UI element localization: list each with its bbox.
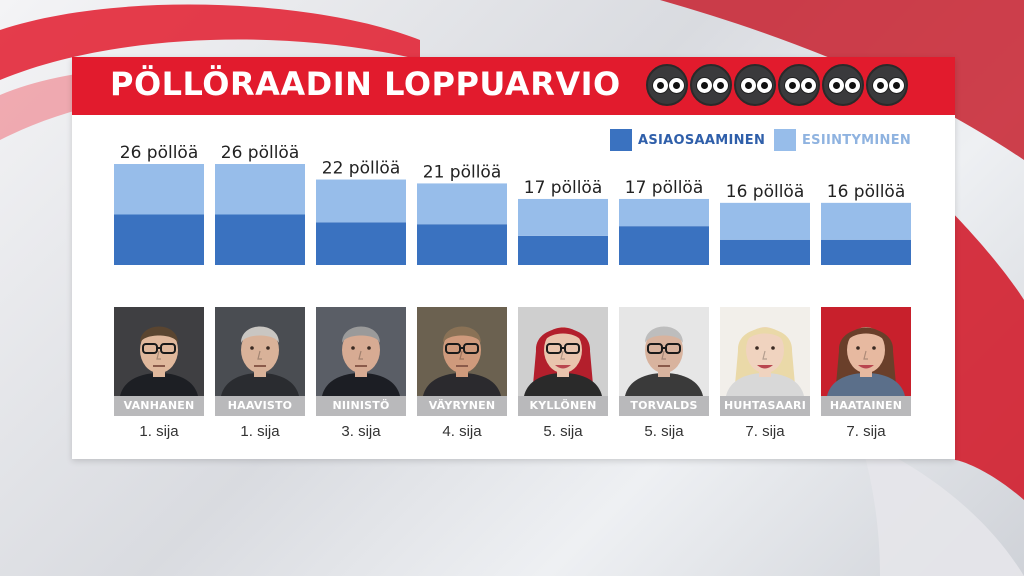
- legend-swatch-esiintyminen: [774, 129, 796, 151]
- candidate-photo: [114, 307, 204, 396]
- bar-asiaosaaminen-3: [316, 222, 406, 265]
- candidate-rank-label: 5. sija: [543, 423, 583, 440]
- bar-asiaosaaminen-2: [215, 214, 305, 265]
- bar-esiintyminen-3: [316, 179, 406, 223]
- bar-esiintyminen-1: [114, 164, 204, 215]
- candidate-photo: [619, 307, 709, 396]
- candidate-name-label: VÄYRYNEN: [417, 396, 507, 416]
- bar-value-label: 16 pöllöä: [726, 182, 805, 202]
- bar-value-label: 16 pöllöä: [827, 182, 906, 202]
- legend-item-asiaosaaminen: ASIAOSAAMINEN: [610, 129, 765, 151]
- candidate-photo: [518, 307, 608, 396]
- bar-value-label: 22 pöllöä: [322, 159, 401, 179]
- bar-value-label: 26 pöllöä: [120, 143, 199, 163]
- candidate-name-label: HUHTASAARI: [720, 396, 810, 416]
- candidate-card: KYLLÖNEN 5. sija: [518, 307, 608, 440]
- candidate-card: HUHTASAARI 7. sija: [720, 307, 810, 440]
- bar-asiaosaaminen-5: [518, 235, 608, 265]
- owl-rating-icons: [646, 64, 908, 106]
- candidate-name-label: NIINISTÖ: [316, 396, 406, 416]
- candidate-card: HAAVISTO 1. sija: [215, 307, 305, 440]
- candidate-photo: [417, 307, 507, 396]
- bar-value-label: 21 pöllöä: [423, 162, 502, 182]
- owl-icon: [646, 64, 688, 106]
- candidate-card: TORVALDS 5. sija: [619, 307, 709, 440]
- candidate-name-label: HAAVISTO: [215, 396, 305, 416]
- candidate-photo: [821, 307, 911, 396]
- bar-esiintyminen-6: [619, 198, 709, 227]
- owl-icon: [822, 64, 864, 106]
- bar-asiaosaaminen-6: [619, 226, 709, 265]
- legend-swatch-asiaosaaminen: [610, 129, 632, 151]
- bar-esiintyminen-2: [215, 164, 305, 215]
- bar-asiaosaaminen-4: [417, 224, 507, 265]
- candidate-name-label: KYLLÖNEN: [518, 396, 608, 416]
- owl-icon: [866, 64, 908, 106]
- candidate-photo: [720, 307, 810, 396]
- owl-icon: [778, 64, 820, 106]
- bar-esiintyminen-5: [518, 198, 608, 236]
- candidate-rank-label: 7. sija: [745, 423, 785, 440]
- legend-label-asiaosaaminen: ASIAOSAAMINEN: [638, 132, 766, 148]
- candidate-rank-label: 3. sija: [341, 423, 381, 440]
- bar-esiintyminen-4: [417, 183, 507, 225]
- bar-asiaosaaminen-7: [720, 239, 810, 265]
- bar-value-label: 17 pöllöä: [625, 178, 704, 198]
- stacked-bar-chart: 26 pöllöä 26 pöllöä 22 pöllöä 21 pöllöä 17 p…: [114, 143, 911, 265]
- candidate-card: VANHANEN 1. sija: [114, 307, 204, 440]
- candidate-name-label: HAATAINEN: [821, 396, 911, 416]
- bar-asiaosaaminen-1: [114, 214, 204, 265]
- bar-value-label: 26 pöllöä: [221, 143, 300, 163]
- candidate-rank-label: 4. sija: [442, 423, 482, 440]
- candidate-photo: [316, 307, 406, 396]
- candidate-rank-label: 5. sija: [644, 423, 684, 440]
- title-banner: PÖLLÖRAADIN LOPPUARVIO: [72, 57, 955, 115]
- candidate-card: HAATAINEN 7. sija: [821, 307, 911, 440]
- owl-icon: [690, 64, 732, 106]
- chart-panel: PÖLLÖRAADIN LOPPUARVIO ASIAOSAAMINEN ESI…: [72, 57, 955, 459]
- bar-esiintyminen-7: [720, 202, 810, 240]
- legend-label-esiintyminen: ESIINTYMINEN: [802, 132, 912, 148]
- candidate-card: NIINISTÖ 3. sija: [316, 307, 406, 440]
- legend-item-esiintyminen: ESIINTYMINEN: [774, 129, 911, 151]
- candidate-rank-label: 7. sija: [846, 423, 886, 440]
- candidate-name-label: VANHANEN: [114, 396, 204, 416]
- page-title: PÖLLÖRAADIN LOPPUARVIO: [110, 65, 621, 103]
- candidate-card: VÄYRYNEN 4. sija: [417, 307, 507, 440]
- candidate-rank-label: 1. sija: [240, 423, 280, 440]
- candidate-photo: [215, 307, 305, 396]
- bar-value-label: 17 pöllöä: [524, 178, 603, 198]
- bar-esiintyminen-8: [821, 202, 911, 240]
- candidate-name-label: TORVALDS: [619, 396, 709, 416]
- bar-asiaosaaminen-8: [821, 239, 911, 265]
- owl-icon: [734, 64, 776, 106]
- candidate-rank-label: 1. sija: [139, 423, 179, 440]
